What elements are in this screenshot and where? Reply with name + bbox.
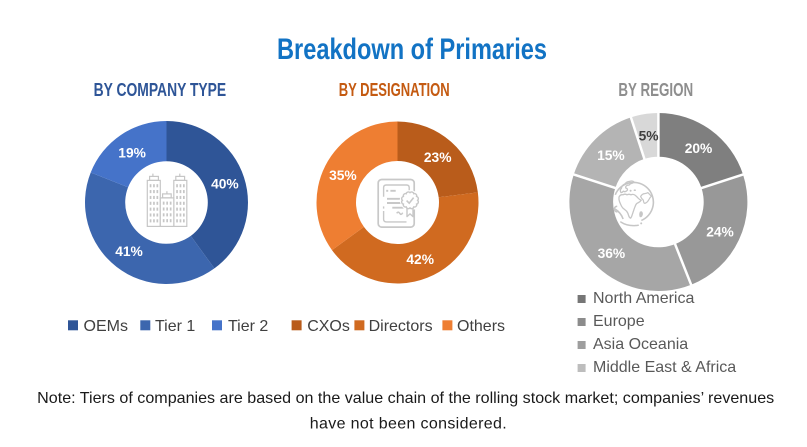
svg-text:Others: Others [457, 318, 505, 335]
svg-text:Tier 1: Tier 1 [155, 318, 195, 335]
svg-text:Breakdown of Primaries: Breakdown of Primaries [277, 33, 547, 66]
svg-text:42%: 42% [406, 252, 434, 267]
svg-text:15%: 15% [597, 148, 625, 163]
svg-text:36%: 36% [598, 246, 626, 261]
svg-text:24%: 24% [706, 225, 734, 240]
svg-text:19%: 19% [118, 145, 146, 160]
svg-text:5%: 5% [639, 129, 659, 144]
svg-text:Directors: Directors [369, 318, 433, 335]
svg-text:41%: 41% [115, 244, 143, 259]
svg-text:BY REGION: BY REGION [618, 80, 693, 100]
svg-text:40%: 40% [211, 177, 239, 192]
svg-text:Tier 2: Tier 2 [228, 318, 268, 335]
svg-text:BY COMPANY TYPE: BY COMPANY TYPE [94, 80, 227, 100]
svg-text:BY DESIGNATION: BY DESIGNATION [339, 80, 450, 100]
svg-text:have not been considered.: have not been considered. [310, 415, 507, 432]
svg-text:Note: Tiers of companies are b: Note: Tiers of companies are based on th… [37, 390, 774, 407]
svg-text:Europe: Europe [593, 313, 645, 330]
svg-text:20%: 20% [685, 141, 713, 156]
svg-text:35%: 35% [329, 168, 357, 183]
svg-text:Asia Oceania: Asia Oceania [593, 336, 688, 353]
svg-text:CXOs: CXOs [307, 318, 350, 335]
svg-text:Middle East & Africa: Middle East & Africa [593, 359, 736, 376]
svg-text:North America: North America [593, 290, 694, 307]
svg-text:OEMs: OEMs [84, 318, 128, 335]
svg-text:23%: 23% [424, 150, 452, 165]
